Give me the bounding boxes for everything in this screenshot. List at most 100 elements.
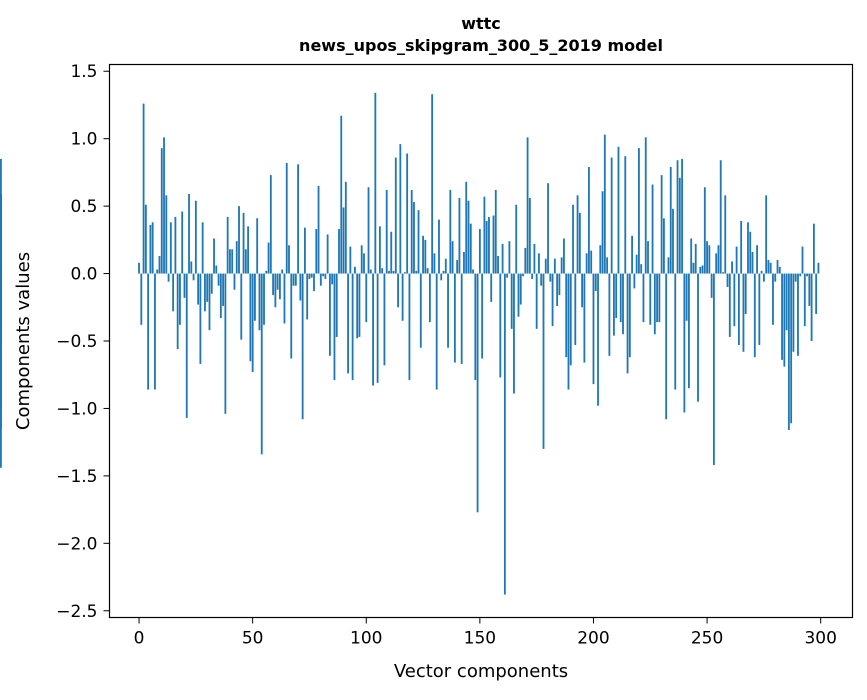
bar-component-294 — [806, 273, 808, 277]
bar-component-238 — [678, 177, 681, 274]
bar-component-undefined — [0, 264, 2, 274]
bar-component-44 — [238, 206, 240, 274]
bar-component-241 — [685, 273, 688, 321]
bar-component-15 — [172, 273, 175, 312]
bar-component-117 — [403, 272, 406, 274]
bar-component-251 — [708, 245, 711, 274]
bar-component-215 — [626, 273, 629, 374]
bar-component-130 — [433, 253, 436, 274]
bar-component-41 — [231, 249, 234, 274]
bar-component-221 — [640, 264, 643, 274]
bar-component-182 — [551, 273, 554, 327]
bar-component-60 — [274, 273, 277, 308]
bar-component-54 — [260, 273, 263, 455]
bar-component-147 — [472, 269, 474, 274]
bar-component-33 — [213, 238, 215, 274]
bar-component-73 — [304, 227, 306, 274]
bar-component-214 — [624, 156, 627, 274]
bar-component-216 — [628, 273, 631, 358]
x-tick-label: 0 — [134, 629, 145, 649]
bar-component-236 — [674, 273, 677, 390]
bar-component-111 — [390, 231, 393, 274]
bar-component-116 — [401, 273, 404, 321]
bar-component-108 — [383, 273, 386, 366]
bar-component-230 — [660, 175, 663, 274]
bar-component-76 — [310, 273, 313, 278]
bar-component-224 — [647, 241, 649, 274]
bar-component-71 — [299, 273, 302, 301]
bar-component-81 — [322, 273, 324, 277]
bar-component-22 — [188, 193, 190, 274]
bar-component-78 — [315, 229, 318, 274]
x-tick-label: 200 — [577, 629, 609, 649]
bar-component-40 — [229, 249, 231, 274]
bar-component-213 — [622, 273, 624, 335]
bar-component-93 — [349, 246, 352, 274]
bar-component-29 — [204, 273, 206, 312]
bar-component-86 — [333, 273, 336, 381]
bar-component-1 — [140, 273, 143, 325]
bar-component-43 — [235, 241, 238, 274]
bar-component-179 — [544, 258, 547, 274]
bar-component-114 — [397, 273, 399, 308]
bar-component-30 — [206, 273, 209, 302]
bar-component-53 — [258, 273, 261, 331]
bar-component-276 — [765, 195, 768, 274]
bar-component-67 — [290, 273, 293, 359]
bar-component-279 — [772, 273, 774, 325]
bar-component-271 — [753, 273, 756, 358]
bar-component-195 — [581, 273, 584, 308]
bar-component-188 — [565, 273, 568, 358]
bar-component-142 — [460, 273, 463, 364]
bar-component-163 — [508, 241, 511, 274]
bar-component-27 — [199, 273, 202, 364]
bar-component-291 — [799, 273, 802, 277]
bar-component-7 — [154, 273, 156, 390]
bar-component-161 — [503, 273, 506, 595]
bar-component-102 — [369, 269, 372, 274]
bar-component-39 — [226, 216, 229, 274]
bar-component-100 — [365, 273, 368, 323]
bar-component-170 — [524, 247, 527, 274]
bar-component-61 — [276, 273, 279, 290]
y-tick-label: −0.5 — [56, 332, 97, 352]
bar-component-173 — [531, 273, 534, 279]
bar-component-287 — [790, 273, 793, 424]
bar-component-231 — [663, 218, 665, 274]
bar-component-19 — [181, 211, 184, 274]
bar-component-91 — [344, 181, 347, 274]
bar-component-106 — [378, 226, 381, 274]
bar-component-209 — [613, 273, 615, 336]
bar-component-3 — [144, 204, 147, 274]
bar-component-219 — [635, 254, 638, 274]
bar-component-268 — [747, 222, 749, 274]
bar-component-103 — [372, 273, 374, 386]
bar-component-275 — [762, 273, 765, 282]
bar-component-253 — [712, 273, 715, 466]
bar-component-290 — [797, 273, 799, 356]
x-tick-label: 150 — [464, 629, 496, 649]
bar-component-272 — [756, 245, 758, 274]
bar-component-293 — [803, 273, 806, 327]
bar-component-259 — [726, 273, 729, 288]
bar-component-226 — [651, 184, 654, 274]
bar-component-45 — [240, 273, 243, 340]
bar-component-68 — [292, 273, 295, 286]
bar-component-158 — [497, 256, 499, 274]
bar-component-150 — [478, 229, 481, 274]
bar-component-260 — [728, 273, 731, 337]
bar-component-131 — [435, 273, 438, 390]
bar-component-220 — [638, 148, 640, 274]
bar-component-49 — [249, 273, 252, 362]
bar-component-280 — [774, 273, 777, 282]
bar-component-200 — [592, 273, 595, 385]
bar-component-126 — [424, 239, 427, 274]
bar-component-228 — [656, 273, 658, 323]
bar-component-58 — [269, 175, 272, 274]
bar-component-18 — [179, 273, 181, 325]
bar-component-112 — [392, 270, 395, 274]
bar-component-28 — [201, 222, 204, 274]
bar-component-107 — [381, 268, 384, 274]
